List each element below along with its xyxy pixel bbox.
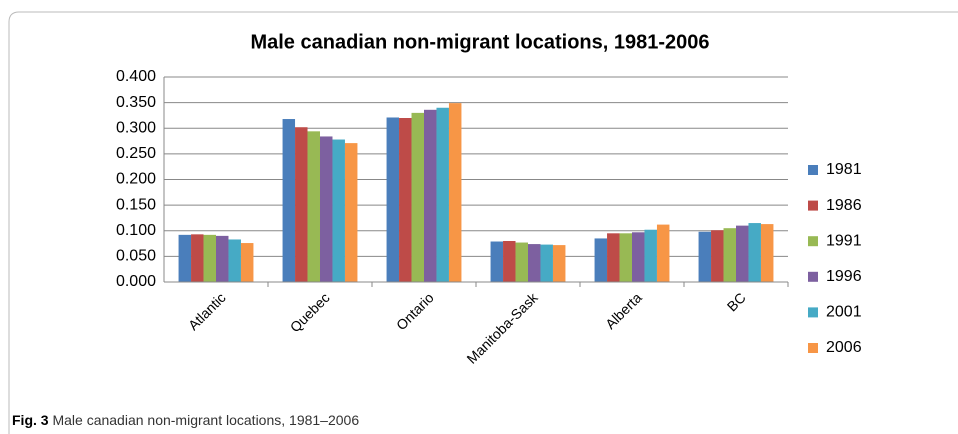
- legend-label: 1986: [826, 197, 862, 214]
- bar: [490, 241, 504, 282]
- bar: [711, 230, 724, 282]
- bar: [736, 225, 749, 282]
- y-tick-label: 0.350: [116, 94, 156, 111]
- bar: [240, 243, 254, 282]
- bar: [656, 224, 670, 282]
- bar: [503, 241, 516, 282]
- bar: [448, 103, 462, 282]
- legend-label: 2001: [826, 304, 862, 321]
- bar: [723, 228, 736, 282]
- bar: [399, 118, 412, 282]
- legend-swatch: [808, 165, 818, 175]
- bar: [528, 244, 541, 282]
- bar: [644, 229, 657, 282]
- bar: [607, 233, 620, 282]
- bar: [594, 238, 608, 282]
- y-tick-label: 0.150: [116, 196, 156, 213]
- legend-swatch: [808, 271, 818, 282]
- y-tick-label: 0.250: [116, 145, 156, 162]
- legend-swatch: [808, 236, 818, 247]
- legend-label: 1996: [826, 268, 862, 285]
- legend-label: 2006: [826, 339, 862, 356]
- x-tick-label: Ontario: [393, 289, 437, 333]
- bar: [191, 234, 204, 282]
- bar: [552, 245, 566, 282]
- bar: [344, 143, 358, 282]
- bar: [760, 224, 774, 282]
- chart-title: Male canadian non-migrant locations, 198…: [250, 31, 709, 53]
- caption: Fig. 3 Male canadian non-migrant locatio…: [12, 412, 359, 428]
- caption-text: Male canadian non-migrant locations, 198…: [52, 412, 359, 428]
- y-tick-label: 0.200: [116, 171, 156, 188]
- bar: [178, 234, 192, 282]
- x-tick-label: Atlantic: [185, 289, 229, 333]
- bar: [216, 235, 229, 282]
- x-tick-label: Quebec: [287, 289, 333, 335]
- bar: [332, 139, 345, 282]
- bar: [619, 233, 632, 282]
- bar: [282, 119, 296, 283]
- bar: [307, 131, 320, 282]
- bar: [632, 232, 645, 282]
- y-tick-label: 0.050: [116, 248, 156, 265]
- bar: [386, 117, 400, 282]
- bar: [748, 223, 761, 282]
- y-tick-label: 0.100: [116, 222, 156, 239]
- frame: [8, 11, 958, 434]
- bar: [295, 127, 308, 282]
- x-tick-label: Alberta: [602, 289, 645, 332]
- legend-swatch: [808, 200, 818, 211]
- y-tick-label: 0.300: [116, 119, 156, 136]
- bar: [411, 112, 424, 282]
- bar: [540, 244, 553, 282]
- bar: [515, 242, 528, 282]
- bar: [436, 107, 449, 282]
- legend-swatch: [808, 307, 818, 318]
- x-tick-label: Manitoba-Sask: [463, 289, 541, 367]
- bar: [228, 239, 241, 282]
- bar: [698, 231, 712, 282]
- x-tick-label: BC: [724, 289, 749, 314]
- legend-label: 1981: [826, 161, 862, 178]
- bar: [424, 109, 437, 282]
- y-tick-label: 0.400: [116, 68, 156, 85]
- y-tick-label: 0.000: [116, 273, 156, 290]
- bar: [320, 136, 333, 282]
- caption-label: Fig. 3: [12, 412, 49, 428]
- legend-swatch: [808, 343, 818, 353]
- bar: [203, 234, 216, 282]
- legend-label: 1991: [826, 232, 862, 249]
